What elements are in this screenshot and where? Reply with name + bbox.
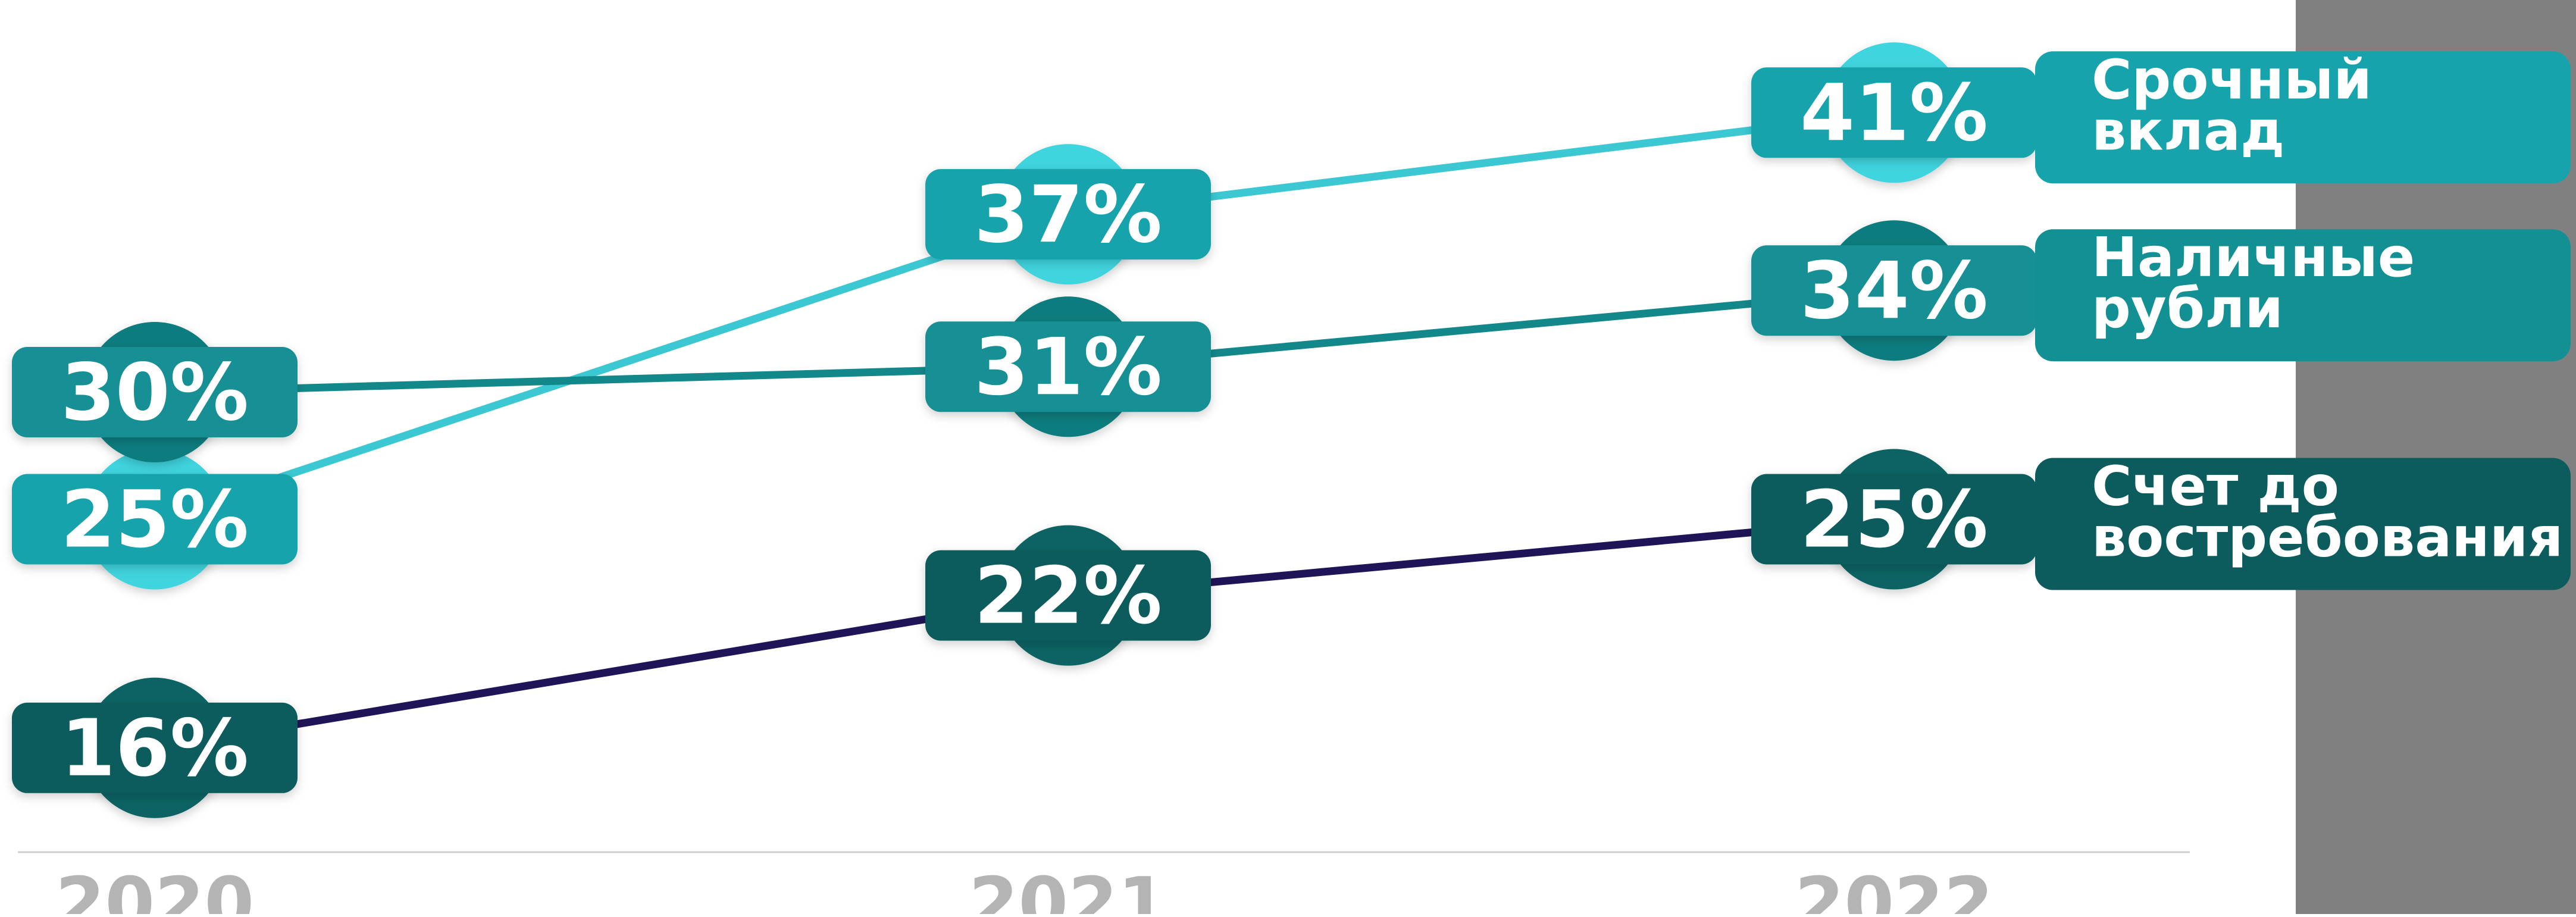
data-markers: 25% 37% 41% 30% 31% 34% 16% 22% 25%	[12, 42, 2037, 818]
data-point: 31%	[925, 296, 1211, 437]
data-point-pill	[925, 550, 1211, 641]
data-point-pill	[1751, 474, 2037, 565]
data-point-pill	[925, 169, 1211, 260]
data-label: 25%	[61, 474, 249, 566]
data-point: 37%	[925, 144, 1211, 285]
legend-label: Срочный	[2092, 48, 2372, 111]
legend-label: Наличные	[2092, 226, 2415, 289]
data-point: 22%	[925, 525, 1211, 666]
data-point-pill	[925, 321, 1211, 412]
legend-label: востребования	[2092, 506, 2563, 569]
data-point: 25%	[12, 449, 298, 590]
data-point: 25%	[1751, 449, 2037, 590]
legend-label: вклад	[2092, 99, 2284, 162]
data-label: 31%	[974, 321, 1162, 413]
x-tick-label: 2021	[969, 863, 1168, 914]
data-label: 37%	[974, 169, 1162, 261]
data-label: 25%	[1800, 474, 1988, 566]
data-point-pill	[12, 347, 298, 437]
data-point-pill	[1751, 67, 2037, 158]
data-label: 22%	[974, 550, 1162, 642]
data-label: 34%	[1800, 245, 1988, 337]
legend-box	[2035, 229, 2571, 362]
data-label: 30%	[61, 347, 249, 439]
legend-label: рубли	[2092, 277, 2283, 340]
data-label: 41%	[1800, 67, 1988, 159]
legend-box	[2035, 458, 2571, 590]
data-point: 41%	[1751, 42, 2037, 183]
x-tick-label: 2022	[1795, 863, 1993, 914]
data-point-pill	[12, 702, 298, 793]
data-point: 30%	[12, 322, 298, 462]
legend-label: Счет до	[2092, 455, 2339, 518]
data-point-pill	[12, 474, 298, 565]
x-axis-ticks: 2020 2021 2022	[55, 863, 1993, 917]
data-point-pill	[1751, 245, 2037, 336]
data-point: 34%	[1751, 220, 2037, 361]
data-point: 16%	[12, 677, 298, 818]
data-label: 16%	[61, 703, 249, 794]
x-tick-label: 2020	[55, 863, 254, 914]
legend-box	[2035, 51, 2571, 184]
